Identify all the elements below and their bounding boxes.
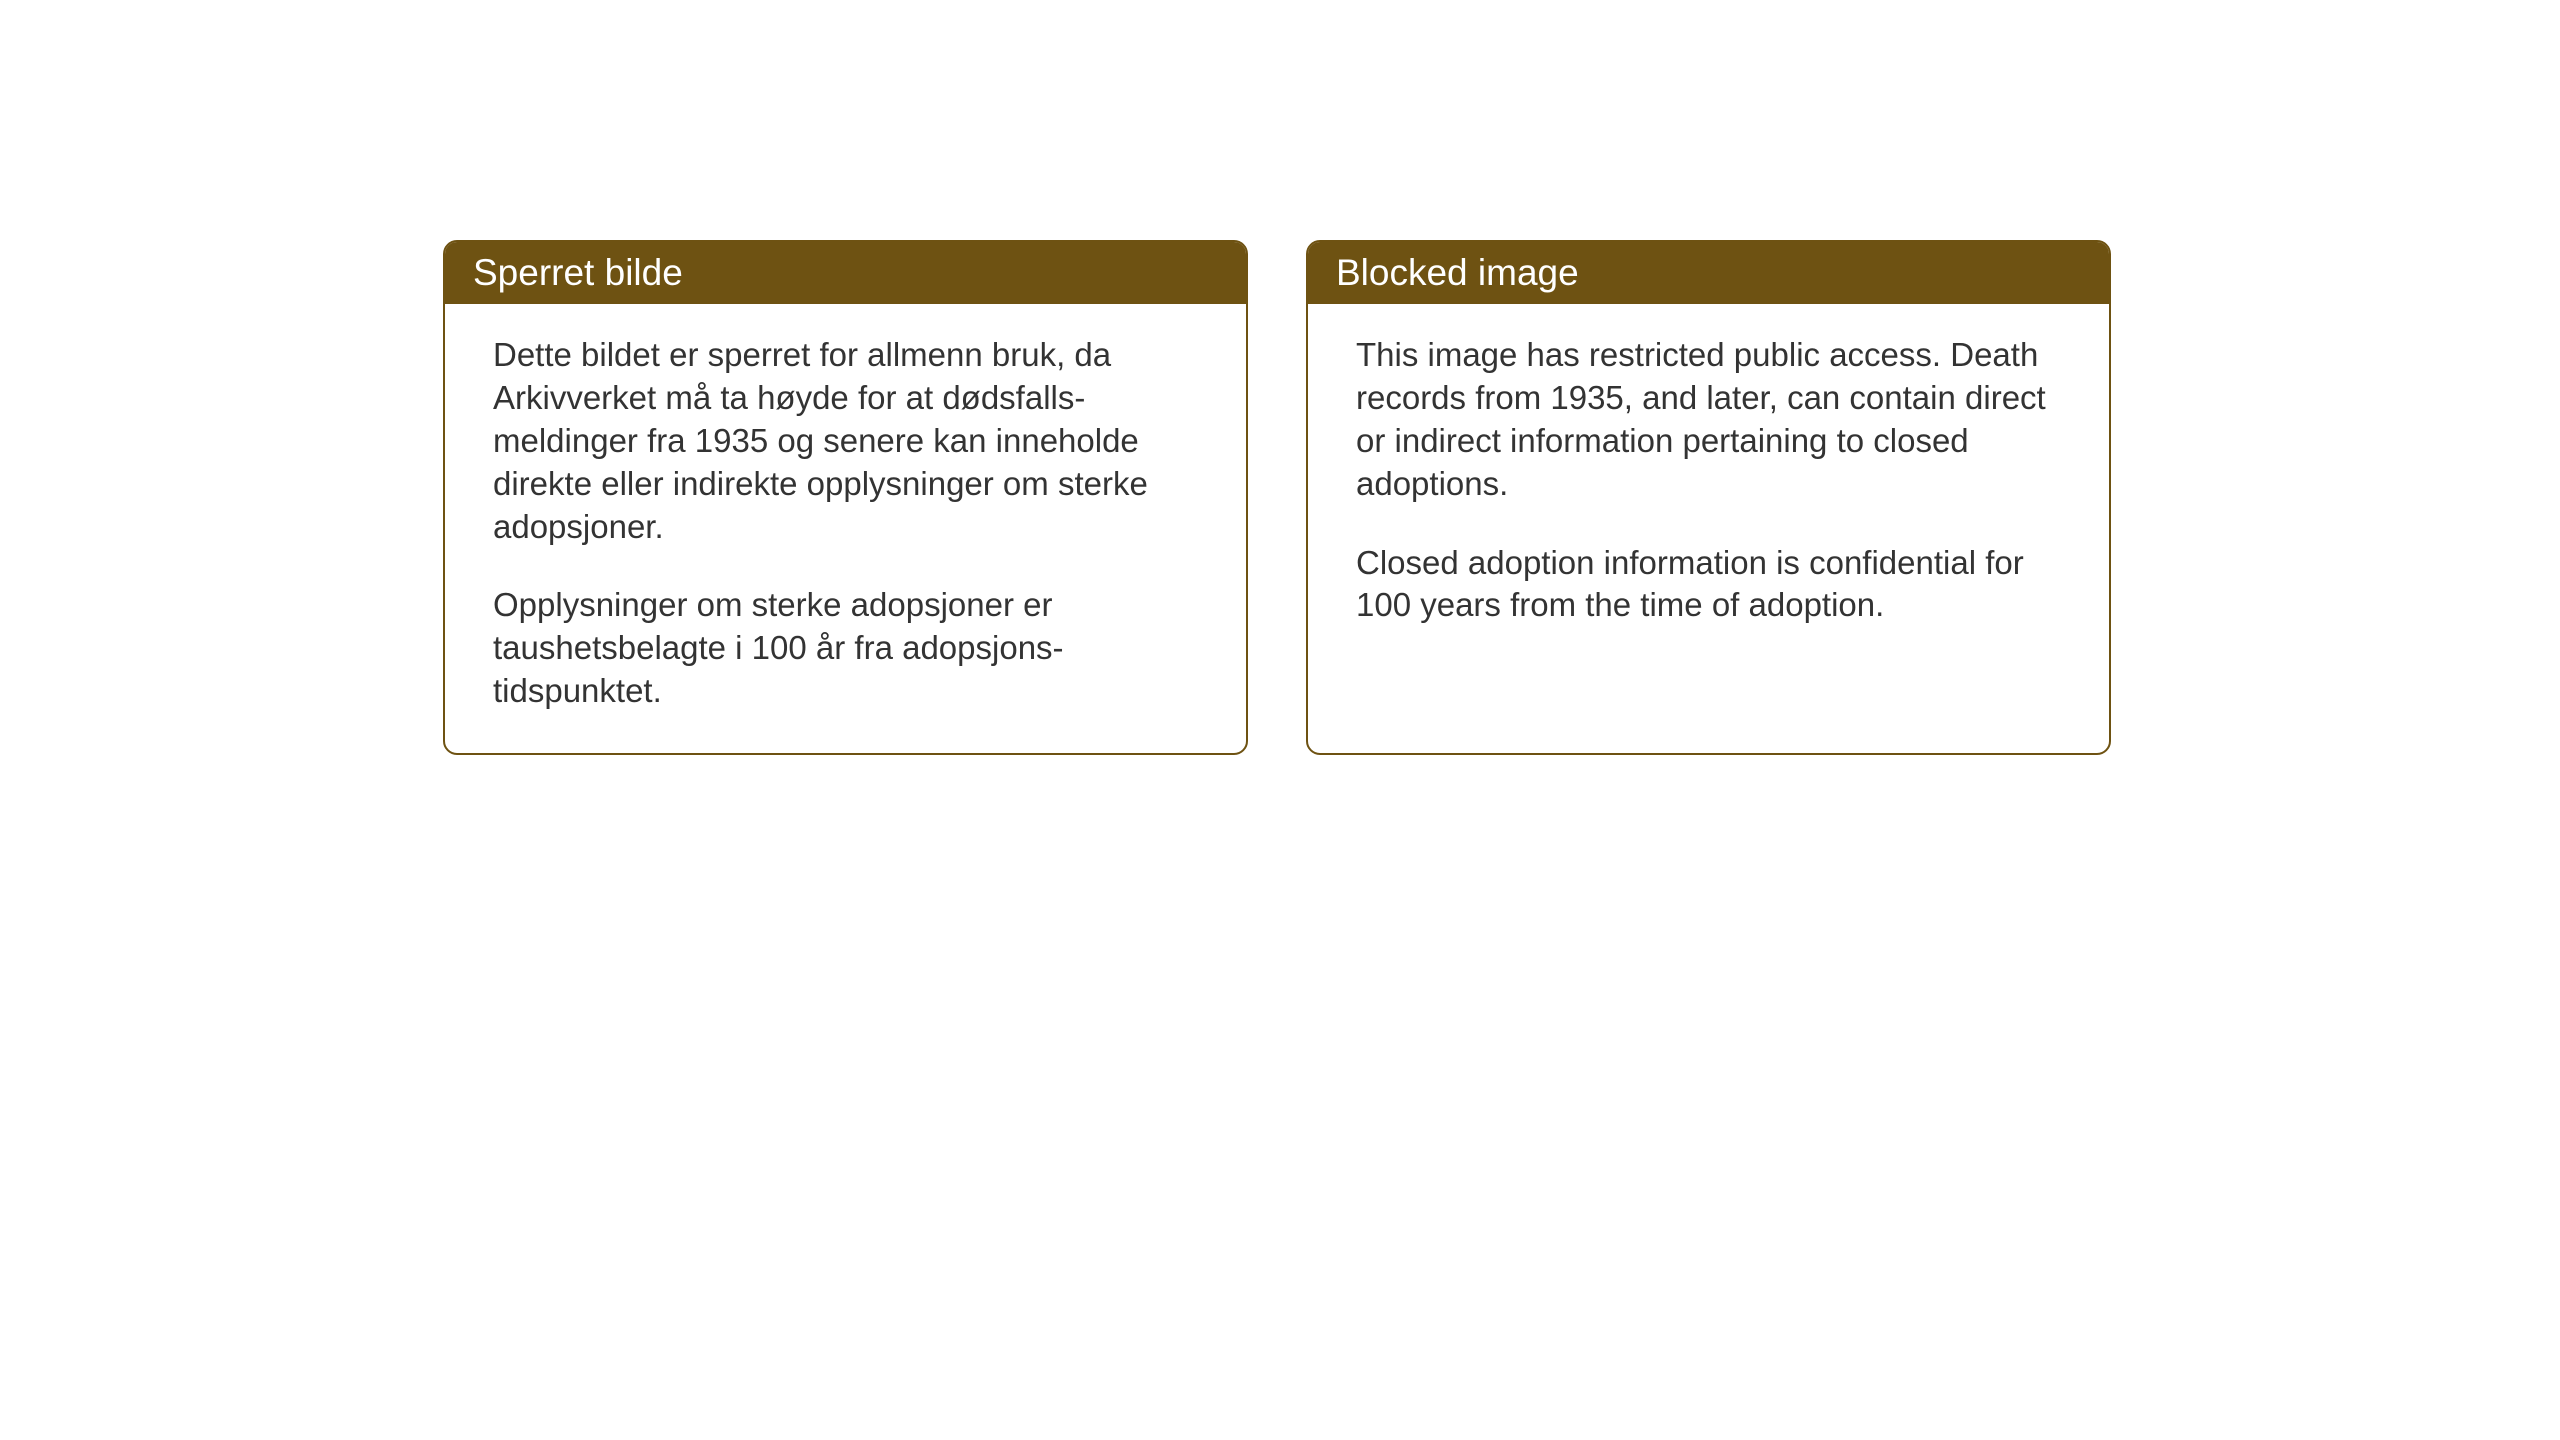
card-norwegian-body: Dette bildet er sperret for allmenn bruk… (445, 304, 1246, 753)
card-norwegian-paragraph-2: Opplysninger om sterke adopsjoner er tau… (493, 584, 1198, 713)
card-english-header: Blocked image (1308, 242, 2109, 304)
card-english-body: This image has restricted public access.… (1308, 304, 2109, 710)
card-english-paragraph-2: Closed adoption information is confident… (1356, 542, 2061, 628)
card-norwegian-title: Sperret bilde (473, 252, 683, 293)
card-norwegian: Sperret bilde Dette bildet er sperret fo… (443, 240, 1248, 755)
card-english-paragraph-1: This image has restricted public access.… (1356, 334, 2061, 506)
card-norwegian-paragraph-1: Dette bildet er sperret for allmenn bruk… (493, 334, 1198, 548)
card-norwegian-header: Sperret bilde (445, 242, 1246, 304)
cards-container: Sperret bilde Dette bildet er sperret fo… (443, 240, 2111, 755)
card-english-title: Blocked image (1336, 252, 1579, 293)
card-english: Blocked image This image has restricted … (1306, 240, 2111, 755)
